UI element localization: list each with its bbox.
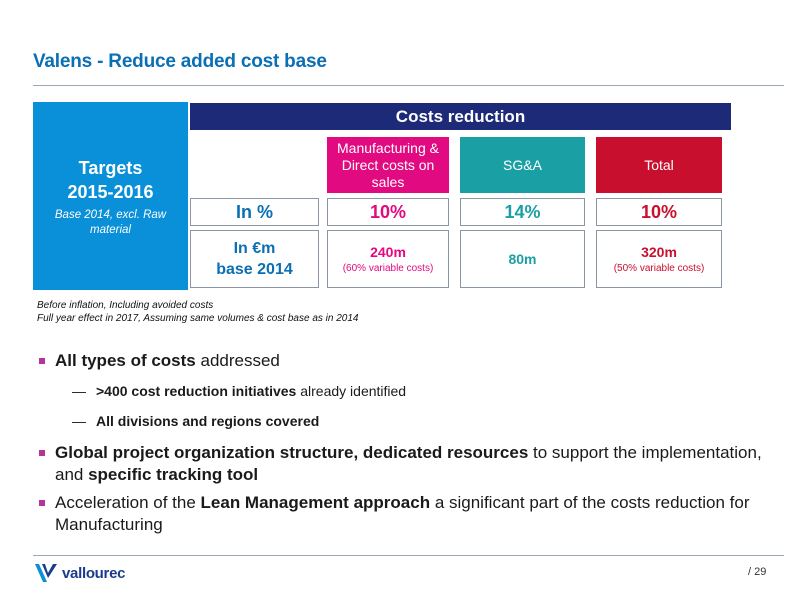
targets-heading-line2: 2015-2016	[67, 182, 154, 202]
vallourec-v-icon	[35, 564, 57, 582]
bullet2-text: to support the implementation, and	[55, 443, 762, 484]
manufacturing-amount-cell: 240m (60% variable costs)	[327, 230, 449, 288]
footnote-line2: Full year effect in 2017, Assuming same …	[37, 313, 359, 324]
manufacturing-amount-note: (60% variable costs)	[342, 263, 434, 274]
manufacturing-percent: 10%	[327, 198, 449, 226]
bullet2-bold1: Global project organization structure, d…	[55, 443, 529, 462]
vallourec-logo: vallourec	[33, 562, 125, 584]
dash-bullet-icon: —	[72, 413, 86, 429]
slide-title: Valens - Reduce added cost base	[33, 51, 327, 72]
footnote-line1: Before inflation, Including avoided cost…	[37, 300, 214, 311]
logo-wordmark: vallourec	[62, 564, 126, 582]
square-bullet-icon	[39, 500, 45, 506]
bullet1-bold: All types of costs	[55, 351, 196, 370]
title-divider	[33, 85, 784, 86]
footnotes: Before inflation, Including avoided cost…	[37, 299, 358, 325]
footer-divider	[33, 555, 784, 556]
square-bullet-icon	[39, 358, 45, 364]
bullet2-bold2: specific tracking tool	[88, 465, 259, 484]
total-amount: 320m	[641, 244, 677, 260]
sub-bullet-initiatives: — >400 cost reduction initiatives alread…	[38, 382, 778, 400]
total-percent: 10%	[596, 198, 722, 226]
manufacturing-amount: 240m	[370, 244, 406, 260]
sga-amount-cell: 80m	[460, 230, 585, 288]
targets-panel: Targets 2015-2016 Base 2014, excl. Raw m…	[33, 102, 188, 290]
bullet1-text: addressed	[195, 351, 280, 370]
bullet3-text2: a significant part of the costs reductio…	[55, 493, 750, 534]
sga-amount: 80m	[508, 251, 537, 267]
sub-bullet-divisions: — All divisions and regions covered	[38, 412, 778, 430]
millions-row-label: In €m base 2014	[190, 230, 319, 288]
bullet-costs-addressed: All types of costs addressed	[38, 350, 778, 372]
sub-bullet1-bold: >400 cost reduction initiatives	[96, 383, 297, 399]
targets-heading: Targets 2015-2016	[33, 156, 188, 204]
costs-reduction-header: Costs reduction	[190, 103, 731, 130]
bullet3-bold: Lean Management approach	[200, 493, 431, 512]
sga-column-header: SG&A	[460, 137, 585, 193]
bullet-list: All types of costs addressed — >400 cost…	[38, 350, 778, 542]
bullet3-text1: Acceleration of the	[55, 493, 201, 512]
sga-percent: 14%	[460, 198, 585, 226]
targets-heading-line1: Targets	[78, 158, 143, 178]
manufacturing-column-header: Manufacturing & Direct costs on sales	[327, 137, 449, 193]
total-amount-note: (50% variable costs)	[613, 263, 705, 274]
page-number: / 29	[748, 566, 767, 578]
millions-row-label-line2: base 2014	[216, 261, 293, 278]
square-bullet-icon	[39, 450, 45, 456]
sub-bullet2-bold: All divisions and regions covered	[96, 413, 320, 429]
bullet-lean-management: Acceleration of the Lean Management appr…	[38, 492, 778, 536]
targets-subtext: Base 2014, excl. Raw material	[54, 209, 167, 236]
total-column-header: Total	[596, 137, 722, 193]
sub-bullet1-text: already identified	[296, 383, 407, 399]
percent-row-label: In %	[190, 198, 319, 226]
dash-bullet-icon: —	[72, 383, 86, 399]
bullet-project-organization: Global project organization structure, d…	[38, 442, 778, 486]
total-amount-cell: 320m (50% variable costs)	[596, 230, 722, 288]
millions-row-label-line1: In €m	[233, 240, 276, 257]
